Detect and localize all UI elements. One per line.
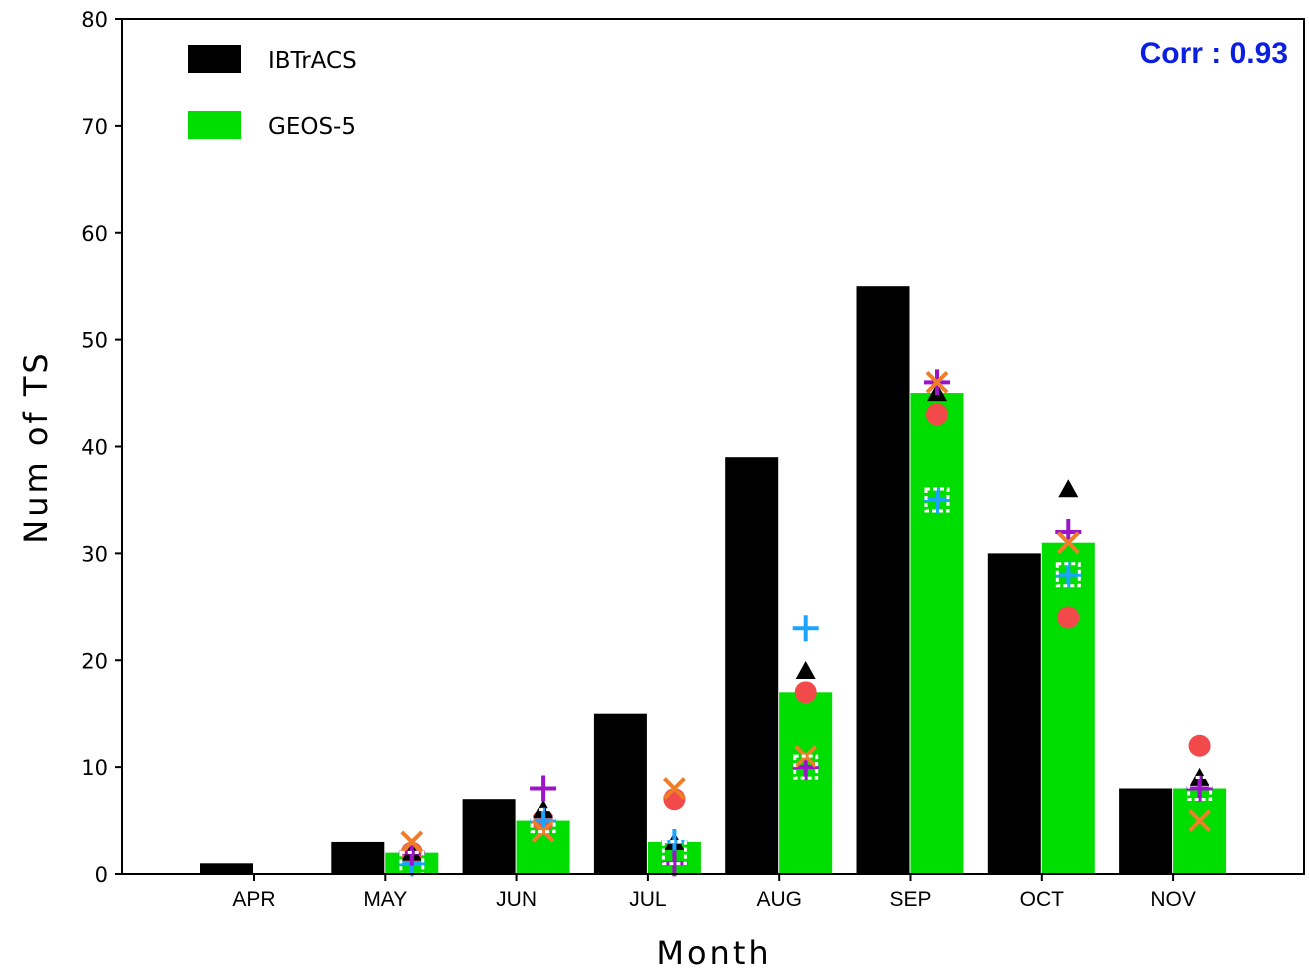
bar-ibtracs-sep [856,286,910,874]
bar-ibtracs-jun [462,799,516,874]
bar-ibtracs-jul [593,713,647,874]
y-tick-label: 80 [81,8,108,32]
marker-plus-3-nov [1186,775,1213,802]
marker-circle-0-oct [1057,606,1080,629]
marker-square-5-nov [1187,776,1213,801]
marker-plus-2-aug [792,615,819,642]
markers-layer [398,369,1213,877]
marker-square-5-jul [661,840,687,866]
marker-x-4-jun [531,819,555,843]
y-tick-label: 60 [81,222,108,246]
legend-swatch-geos5 [188,111,241,139]
x-tick-label-aug: AUG [756,888,802,911]
marker-circle-0-sep [926,403,948,426]
marker-x-4-jul [662,777,686,800]
bar-geos5-nov [1173,788,1227,874]
marker-x-4-may [400,830,424,854]
bar-ibtracs-apr [200,863,253,874]
y-axis-ticks: 0 10 20 30 40 50 60 70 80 [81,8,122,887]
legend-swatch-ibtracs [188,45,241,73]
bars-layer [200,286,1227,874]
bar-ibtracs-may [331,841,385,874]
marker-square-5-jun [530,808,556,834]
correlation-annotation: Corr : 0.93 [1140,37,1288,70]
y-tick-label: 20 [81,649,108,673]
marker-square-5-sep [924,487,950,513]
x-tick-label-jul: JUL [629,888,666,911]
y-tick-label: 70 [81,115,108,139]
bar-ibtracs-aug [725,457,779,874]
bar-ibtracs-nov [1119,788,1173,874]
marker-square-5-oct [1055,562,1081,588]
marker-plus-2-sep [924,486,950,513]
legend: IBTrACS GEOS-5 [188,45,357,140]
marker-triangle-1-oct [1058,479,1079,498]
legend-label-ibtracs: IBTrACS [268,48,357,74]
x-axis-ticks: APR MAY JUN JUL AUG SEP OCT NOV [232,874,1196,911]
bar-ibtracs-oct [987,553,1041,874]
bar-geos5-sep [910,393,964,874]
x-tick-label-oct: OCT [1020,888,1065,911]
plot-frame [121,18,1305,875]
y-tick-label: 30 [81,542,108,566]
x-tick-label-apr: APR [232,888,275,911]
marker-circle-0-jul [663,788,686,811]
legend-label-geos5: GEOS-5 [268,114,356,140]
marker-square-5-may [399,850,425,876]
y-axis-title: Num of TS [17,350,55,543]
bar-geos5-aug [779,692,833,874]
marker-x-4-oct [1056,531,1080,555]
marker-x-4-sep [925,370,949,394]
y-tick-label: 50 [81,329,108,353]
x-tick-label-sep: SEP [889,888,931,911]
marker-circle-0-nov [1188,734,1211,757]
marker-circle-0-aug [794,681,817,704]
marker-square-5-aug [793,754,819,780]
bar-geos5-oct [1041,542,1095,874]
x-tick-label-nov: NOV [1150,888,1196,911]
marker-triangle-1-aug [795,660,816,679]
axes-layer [121,18,1305,875]
y-tick-label: 0 [95,863,108,887]
y-tick-label: 40 [81,436,108,460]
y-tick-label: 10 [81,756,108,780]
marker-plus-3-jun [530,775,557,802]
x-tick-label-may: MAY [363,888,407,911]
marker-x-4-nov [1188,809,1212,832]
x-axis-title: Month [656,934,771,972]
marker-plus-2-oct [1055,561,1082,588]
x-tick-label-jun: JUN [496,888,537,911]
